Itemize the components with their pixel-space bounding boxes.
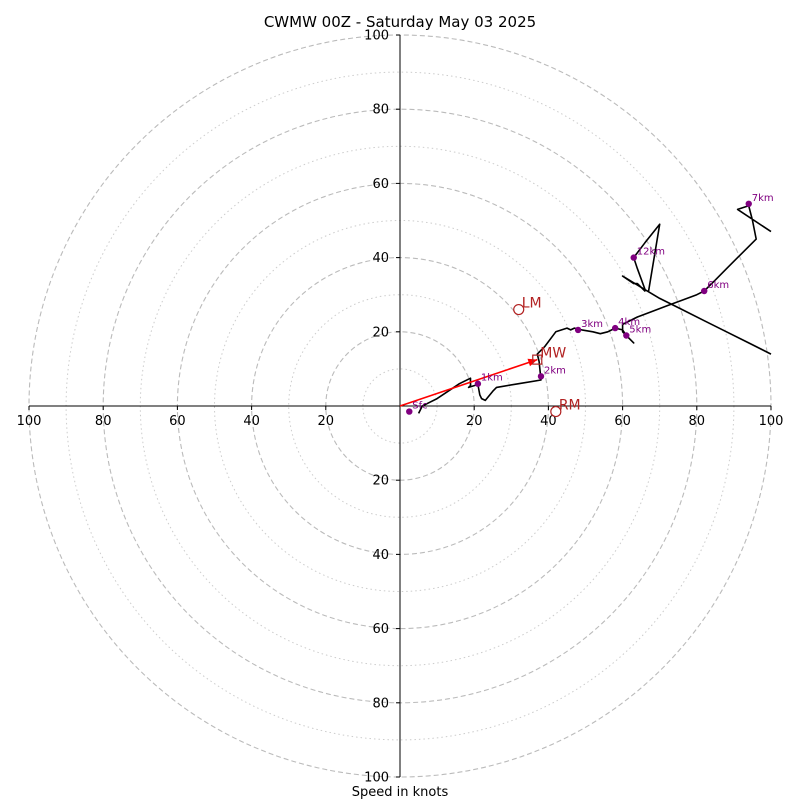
x-tick-label: 40: [243, 414, 260, 429]
y-tick-label: 20: [372, 474, 389, 489]
height-marker-point: [537, 373, 545, 380]
storm-motion-label: MW: [540, 346, 566, 362]
y-tick-label: 40: [372, 251, 389, 266]
mean-wind-vector-group: [399, 358, 538, 407]
height-marker-point: [474, 380, 482, 387]
hodograph-trace-upper: [621, 223, 772, 355]
y-tick-label: 100: [364, 771, 389, 786]
y-tick-label: 60: [372, 177, 389, 192]
y-tick-label: 40: [372, 548, 389, 563]
x-tick-label: 20: [318, 414, 335, 429]
height-marker-label: 12km: [637, 247, 665, 258]
y-tick-label: 80: [372, 696, 389, 711]
y-tick-label: 80: [372, 103, 389, 118]
height-marker-label: 4km: [618, 317, 640, 328]
y-tick-label: 100: [364, 29, 389, 44]
height-marker-label: 3km: [581, 319, 603, 330]
x-axis-label: Speed in knots: [352, 785, 449, 800]
tick-labels: 100 80 60 40 20 20 40 60 80 100 100 80 60 40 20 20 40 60 8…: [17, 29, 784, 786]
height-marker-point: [574, 326, 582, 334]
x-tick-label: 80: [95, 414, 112, 429]
height-marker-point: [745, 200, 752, 208]
x-tick-label: 40: [540, 414, 557, 429]
chart-title: CWMW 00Z - Saturday May 03 2025: [264, 13, 536, 31]
x-tick-label: 60: [169, 414, 186, 429]
x-tick-label: 100: [17, 414, 42, 429]
height-marker-label: Sfc: [412, 401, 427, 412]
height-marker-label: 2km: [544, 365, 566, 376]
x-tick-label: 100: [759, 414, 784, 429]
mean-wind-vector: [399, 358, 538, 407]
height-marker-label: 6km: [707, 280, 729, 291]
y-tick-label: 60: [372, 622, 389, 637]
storm-motion-markers: LM MW RM: [513, 296, 581, 418]
storm-motion-marker: [513, 303, 525, 316]
height-marker-point: [611, 324, 619, 332]
x-tick-label: 60: [614, 414, 631, 429]
y-tick-label: 20: [372, 325, 389, 340]
storm-motion-label: LM: [522, 296, 542, 312]
height-marker-point: [406, 408, 413, 415]
storm-motion-marker: [532, 354, 543, 365]
height-marker-label: 1km: [481, 373, 503, 384]
height-marker-point: [630, 254, 637, 261]
height-marker-point: [623, 332, 630, 339]
x-tick-label: 80: [689, 414, 706, 429]
height-marker-label: 5km: [629, 325, 651, 336]
height-marker-point: [701, 287, 708, 295]
height-marker-label: 7km: [752, 193, 774, 204]
x-tick-label: 20: [466, 414, 483, 429]
storm-motion-label: RM: [559, 398, 581, 414]
storm-motion-marker: [550, 405, 562, 418]
